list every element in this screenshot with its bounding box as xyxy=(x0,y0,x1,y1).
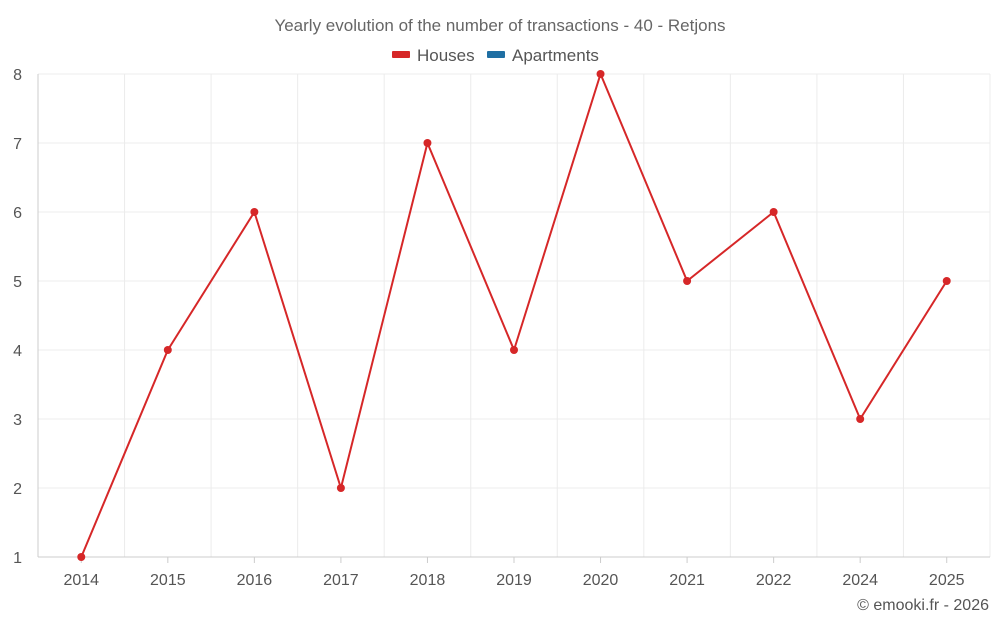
legend-item-houses[interactable]: Houses xyxy=(392,46,475,65)
x-tick-label: 2025 xyxy=(929,572,965,589)
data-point-houses[interactable] xyxy=(769,208,778,216)
y-tick-label: 7 xyxy=(13,136,22,153)
x-tick-label: 2016 xyxy=(237,572,273,589)
data-point-houses[interactable] xyxy=(250,208,259,216)
data-point-houses[interactable] xyxy=(942,277,951,285)
legend: Houses Apartments xyxy=(392,46,599,65)
y-tick-label: 1 xyxy=(13,550,22,567)
grid xyxy=(37,73,991,557)
x-tick-label: 2015 xyxy=(150,572,186,589)
y-tick-label: 3 xyxy=(13,412,22,429)
axes: 1 2 3 4 5 6 7 8 2014 2015 2016 2017 2018 2019 2020 2021… xyxy=(13,67,990,589)
legend-item-apartments[interactable]: Apartments xyxy=(487,46,599,65)
legend-label-apartments: Apartments xyxy=(512,46,599,65)
series-layer xyxy=(77,70,951,561)
legend-label-houses: Houses xyxy=(417,46,475,65)
data-point-houses[interactable] xyxy=(163,346,172,354)
data-point-houses[interactable] xyxy=(683,277,692,285)
y-tick-label: 2 xyxy=(13,481,22,498)
legend-swatch-apartments xyxy=(487,51,505,58)
data-point-houses[interactable] xyxy=(336,484,345,492)
x-tick-label: 2014 xyxy=(63,572,99,589)
data-point-houses[interactable] xyxy=(510,346,518,354)
credit-watermark: © emooki.fr - 2026 xyxy=(857,597,989,614)
x-tick-label: 2024 xyxy=(842,572,878,589)
x-tick-label: 2020 xyxy=(583,572,619,589)
x-tick-label: 2022 xyxy=(756,572,792,589)
data-point-houses[interactable] xyxy=(596,70,605,78)
x-tick-label: 2018 xyxy=(410,572,446,589)
y-tick-label: 6 xyxy=(13,205,22,222)
x-tick-label: 2017 xyxy=(323,572,359,589)
data-point-houses[interactable] xyxy=(423,139,432,147)
y-tick-label: 4 xyxy=(13,343,22,360)
data-point-houses[interactable] xyxy=(77,553,86,561)
x-tick-label: 2019 xyxy=(496,572,532,589)
chart-title: Yearly evolution of the number of transa… xyxy=(274,16,725,35)
data-point-houses[interactable] xyxy=(856,415,865,423)
x-tick-label: 2021 xyxy=(669,572,705,589)
y-tick-label: 8 xyxy=(13,67,22,84)
y-tick-label: 5 xyxy=(13,274,22,291)
legend-swatch-houses xyxy=(392,51,410,58)
